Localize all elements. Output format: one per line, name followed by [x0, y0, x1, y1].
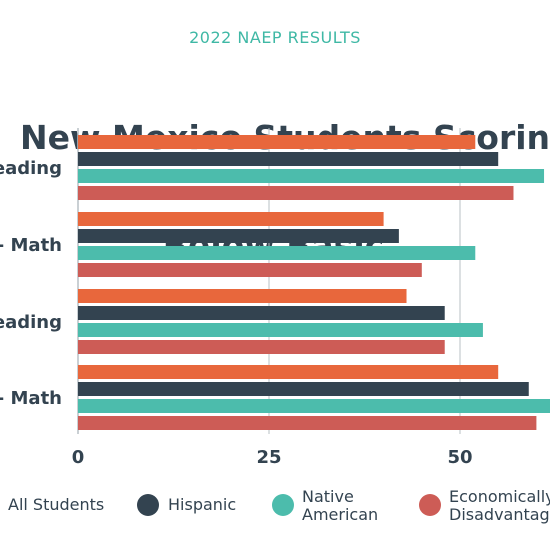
category-label-3: eading — [0, 312, 62, 333]
bar-4-2 — [78, 382, 529, 396]
bar-2-4 — [78, 263, 422, 277]
bar-1-3 — [78, 169, 545, 183]
category-label-1: eading — [0, 158, 62, 179]
legend-dot-hispanic — [137, 494, 159, 516]
bar-4-4 — [78, 416, 537, 430]
category-label-4: - Math — [0, 388, 62, 409]
legend-dot-native-american — [272, 494, 294, 516]
x-tick-label-0: 0 — [72, 447, 85, 468]
category-label-2: - Math — [0, 235, 62, 256]
legend-label-native-american-line2: American — [302, 505, 379, 524]
legend-label-econ-line1: Economically — [449, 487, 550, 506]
bar-1-1 — [78, 135, 476, 149]
bar-1-4 — [78, 186, 514, 200]
bar-3-4 — [78, 340, 445, 354]
x-tick-label-25: 25 — [256, 447, 281, 468]
legend-label-hispanic: Hispanic — [168, 495, 237, 514]
bar-1-2 — [78, 152, 499, 166]
bar-4-1 — [78, 365, 499, 379]
legend-label-all-students: All Students — [8, 495, 105, 514]
bar-3-3 — [78, 323, 483, 337]
legend-label-econ-line2: Disadvantaged — [449, 505, 550, 524]
bar-3-1 — [78, 289, 407, 303]
bar-2-1 — [78, 212, 384, 226]
chart-supertitle: 2022 NAEP RESULTS — [189, 28, 361, 47]
x-tick-label-50: 50 — [447, 447, 472, 468]
legend-label-native-american-line1: Native — [302, 487, 354, 506]
legend-dot-economically-disadvantaged — [419, 494, 441, 516]
bar-4-3 — [78, 399, 550, 413]
bar-2-3 — [78, 246, 476, 260]
bar-3-2 — [78, 306, 445, 320]
bar-2-2 — [78, 229, 399, 243]
